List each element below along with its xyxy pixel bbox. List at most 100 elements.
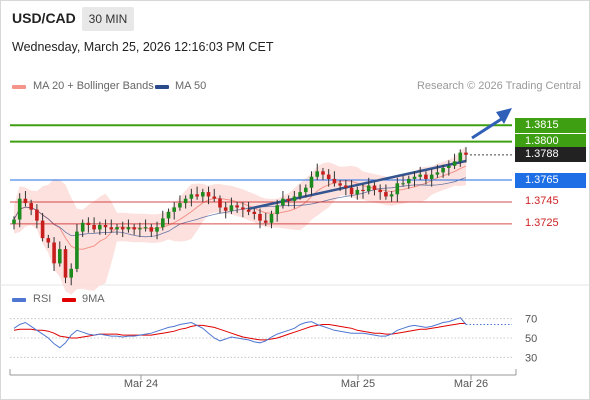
candle-body — [269, 214, 274, 223]
candle-body — [229, 205, 234, 211]
candle-body — [429, 174, 434, 179]
candle-body — [435, 172, 440, 175]
timeframe-badge[interactable]: 30 MIN — [82, 7, 134, 31]
candle-body — [424, 174, 428, 179]
candle-body — [321, 171, 325, 175]
candle-body — [183, 198, 188, 204]
candle-body — [407, 178, 411, 184]
candle-body — [223, 207, 228, 211]
candle-body — [275, 205, 279, 215]
price-tag-1.3745: 1.3745 — [525, 195, 559, 208]
candle-body — [120, 227, 125, 230]
rsi-swatch — [12, 298, 26, 302]
rsi-level-label-70: 70 — [525, 314, 537, 326]
candle-body — [195, 194, 199, 197]
x-tick-label-0: Mar 24 — [124, 378, 158, 390]
candle-body — [212, 196, 217, 199]
candle-body — [315, 171, 319, 177]
candle-body — [384, 192, 388, 197]
candle-body — [143, 227, 148, 229]
symbol-title: USD/CAD — [12, 10, 76, 26]
candle-body — [304, 187, 308, 193]
price-legend: MA 20 + Bollinger Bands MA 50 — [12, 80, 312, 94]
candle-body — [281, 198, 285, 206]
candle-body — [218, 198, 222, 208]
candle-body — [103, 225, 108, 228]
candle-body — [412, 176, 417, 179]
candle-body — [115, 227, 119, 230]
candle-body — [109, 227, 114, 230]
forecast-arrow-head — [496, 108, 512, 124]
candle-body — [246, 209, 251, 212]
x-tick-label-2: Mar 26 — [454, 378, 488, 390]
rsi-level-label-30: 30 — [525, 352, 537, 364]
price-tag-1.3725: 1.3725 — [525, 217, 559, 230]
candle-body — [349, 187, 354, 195]
candle-body — [201, 192, 205, 197]
ma20-line — [13, 165, 467, 250]
candle-body — [29, 203, 33, 210]
candle-body — [80, 222, 85, 232]
candle-body — [166, 211, 171, 219]
candle-body — [366, 185, 371, 191]
candle-body — [355, 189, 360, 195]
candle-body — [258, 214, 262, 221]
candle-body — [309, 176, 314, 188]
candle-body — [344, 185, 348, 188]
candle-body — [126, 227, 131, 230]
x-tick-label-1: Mar 25 — [341, 378, 375, 390]
candle-body — [155, 227, 159, 232]
candle-body — [452, 161, 457, 166]
candle-body — [46, 238, 51, 243]
candle-body — [92, 225, 96, 230]
candle-body — [63, 249, 68, 278]
candle-body — [418, 174, 422, 177]
candle-body — [378, 189, 382, 193]
price-tag-1.3800: 1.3800 — [515, 134, 586, 150]
candle-body — [241, 207, 245, 210]
candle-body — [292, 196, 297, 201]
price-tag-1.3815: 1.3815 — [515, 117, 586, 133]
candle-body — [298, 192, 302, 197]
candle-body — [161, 218, 165, 228]
candle-body — [235, 205, 239, 208]
research-credit: Research © 2026 Trading Central — [416, 80, 581, 92]
candle-body — [263, 220, 268, 223]
candle-body — [58, 249, 62, 264]
candle-body — [23, 198, 28, 204]
candle-body — [172, 207, 176, 212]
candle-body — [75, 231, 79, 269]
candle-body — [286, 198, 291, 201]
candle-body — [17, 198, 22, 220]
ma50-swatch — [155, 85, 169, 89]
candle-body — [464, 152, 468, 155]
rsi-legend: RSI 9MA — [12, 293, 212, 307]
candle-body — [372, 185, 377, 190]
candle-body — [132, 227, 136, 230]
datetime-label: Wednesday, March 25, 2026 12:16:03 PM CE… — [12, 40, 274, 54]
price-tag-1.3788: 1.3788 — [515, 147, 586, 163]
candle-body — [86, 222, 91, 225]
ma9-label: 9MA — [82, 293, 105, 305]
candle-body — [458, 152, 463, 162]
ma50-line — [13, 177, 467, 238]
ma20-swatch — [12, 85, 26, 89]
candle-body — [189, 194, 194, 199]
candle-body — [12, 219, 16, 224]
candle-body — [401, 183, 405, 185]
candle-body — [98, 225, 102, 230]
forecast-arrow-shaft — [471, 116, 504, 140]
ma50-label: MA 50 — [175, 80, 207, 92]
candle-body — [441, 168, 445, 173]
candle-body — [206, 192, 211, 197]
candle-body — [252, 211, 257, 214]
candle-body — [149, 227, 154, 232]
ma9-swatch — [62, 298, 76, 302]
bollinger-band — [14, 146, 466, 295]
candle-body — [361, 189, 365, 191]
rsi-level-label-50: 50 — [525, 333, 537, 345]
candle-body — [447, 165, 451, 168]
candle-body — [332, 178, 337, 184]
candle-body — [35, 209, 39, 221]
